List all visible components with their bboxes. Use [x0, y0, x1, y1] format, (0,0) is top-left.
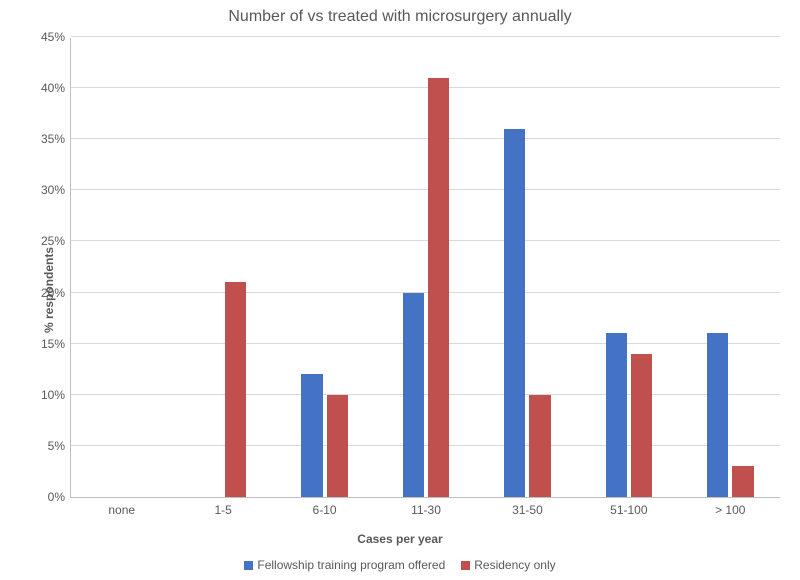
y-tick-label: 30% — [41, 183, 71, 197]
bar — [529, 395, 550, 497]
legend-item: Fellowship training program offered — [244, 557, 445, 572]
bar — [225, 282, 246, 497]
x-tick-label: 1-5 — [214, 497, 231, 517]
y-tick-label: 35% — [41, 132, 71, 146]
y-tick-label: 40% — [41, 81, 71, 95]
x-tick-label: 6-10 — [313, 497, 337, 517]
bar — [504, 129, 525, 497]
x-tick-label: none — [108, 497, 135, 517]
grid-line — [71, 394, 780, 395]
bar — [606, 333, 627, 497]
grid-line — [71, 189, 780, 190]
bar — [631, 354, 652, 497]
bar — [428, 78, 449, 497]
legend: Fellowship training program offered Resid… — [0, 557, 800, 572]
legend-label: Residency only — [474, 558, 555, 572]
grid-line — [71, 240, 780, 241]
bar — [301, 374, 322, 497]
bar — [707, 333, 728, 497]
bar — [327, 395, 348, 497]
legend-swatch — [461, 561, 470, 570]
x-tick-label: > 100 — [715, 497, 745, 517]
x-tick-label: 31-50 — [512, 497, 543, 517]
legend-label: Fellowship training program offered — [257, 558, 445, 572]
x-axis-label: Cases per year — [0, 532, 800, 546]
y-tick-label: 15% — [41, 337, 71, 351]
y-tick-label: 25% — [41, 234, 71, 248]
grid-line — [71, 445, 780, 446]
grid-line — [71, 343, 780, 344]
y-tick-label: 45% — [41, 30, 71, 44]
plot-area: 0%5%10%15%20%25%30%35%40%45%none1-56-101… — [70, 38, 780, 498]
x-tick-label: 51-100 — [610, 497, 647, 517]
y-tick-label: 10% — [41, 388, 71, 402]
bar — [732, 466, 753, 497]
grid-line — [71, 87, 780, 88]
grid-line — [71, 138, 780, 139]
grid-line — [71, 36, 780, 37]
y-tick-label: 5% — [48, 439, 71, 453]
chart-title: Number of vs treated with microsurgery a… — [0, 8, 800, 26]
grid-line — [71, 292, 780, 293]
y-tick-label: 0% — [48, 490, 71, 504]
x-tick-label: 11-30 — [411, 497, 441, 517]
y-tick-label: 20% — [41, 286, 71, 300]
legend-swatch — [244, 561, 253, 570]
legend-item: Residency only — [461, 557, 555, 572]
chart-container: Number of vs treated with microsurgery a… — [0, 0, 800, 580]
bar — [403, 293, 424, 497]
